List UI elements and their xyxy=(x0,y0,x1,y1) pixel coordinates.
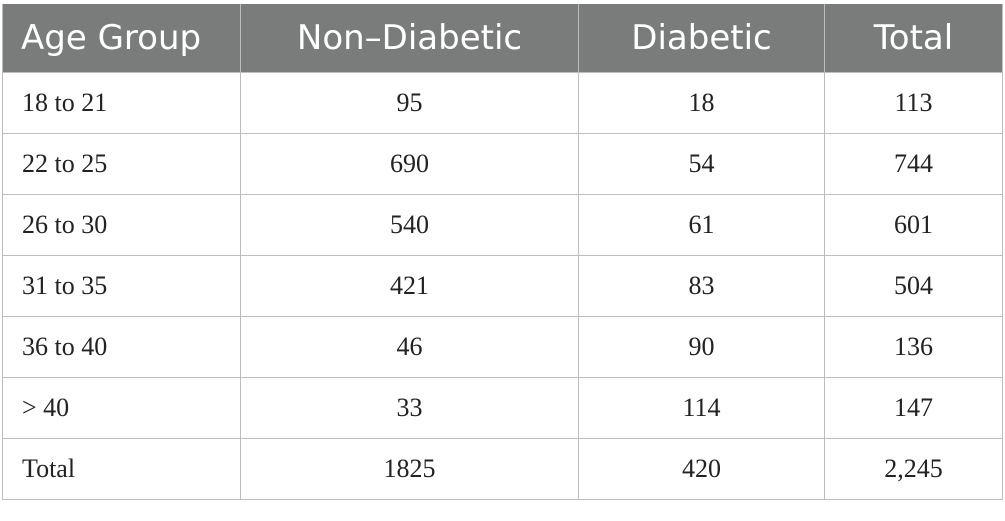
cell-total: 504 xyxy=(824,255,1003,317)
cell-age-group: 31 to 35 xyxy=(2,255,241,317)
table-row: 18 to 21 95 18 113 xyxy=(2,72,1003,134)
cell-diabetic: 18 xyxy=(578,72,825,134)
cell-diabetic: 61 xyxy=(578,194,825,256)
cell-age-group: > 40 xyxy=(2,377,241,439)
cell-age-group: 22 to 25 xyxy=(2,133,241,195)
cell-total: 2,245 xyxy=(824,438,1003,500)
table-row: 31 to 35 421 83 504 xyxy=(2,255,1003,317)
cell-diabetic: 54 xyxy=(578,133,825,195)
cell-non-diabetic: 1825 xyxy=(240,438,579,500)
cell-age-group: 18 to 21 xyxy=(2,72,241,134)
header-row: Age Group Non–Diabetic Diabetic Total xyxy=(2,4,1003,73)
cell-diabetic: 83 xyxy=(578,255,825,317)
cell-diabetic: 90 xyxy=(578,316,825,378)
cell-non-diabetic: 33 xyxy=(240,377,579,439)
header-total: Total xyxy=(824,4,1003,73)
header-diabetic: Diabetic xyxy=(578,4,825,73)
cell-total: 744 xyxy=(824,133,1003,195)
table-body: 18 to 21 95 18 113 22 to 25 690 54 744 2… xyxy=(2,72,1003,500)
cell-non-diabetic: 46 xyxy=(240,316,579,378)
table-row: 36 to 40 46 90 136 xyxy=(2,316,1003,378)
table-row: 26 to 30 540 61 601 xyxy=(2,194,1003,256)
age-group-diabetes-table: Age Group Non–Diabetic Diabetic Total 18… xyxy=(2,4,1003,500)
cell-non-diabetic: 690 xyxy=(240,133,579,195)
cell-non-diabetic: 95 xyxy=(240,72,579,134)
cell-age-group: Total xyxy=(2,438,241,500)
cell-non-diabetic: 421 xyxy=(240,255,579,317)
cell-total: 136 xyxy=(824,316,1003,378)
cell-age-group: 36 to 40 xyxy=(2,316,241,378)
cell-non-diabetic: 540 xyxy=(240,194,579,256)
table-header: Age Group Non–Diabetic Diabetic Total xyxy=(2,4,1003,73)
table-row-total: Total 1825 420 2,245 xyxy=(2,438,1003,500)
cell-diabetic: 420 xyxy=(578,438,825,500)
cell-total: 147 xyxy=(824,377,1003,439)
table-row: > 40 33 114 147 xyxy=(2,377,1003,439)
header-non-diabetic: Non–Diabetic xyxy=(240,4,579,73)
cell-total: 601 xyxy=(824,194,1003,256)
cell-diabetic: 114 xyxy=(578,377,825,439)
header-age-group: Age Group xyxy=(2,4,241,73)
cell-total: 113 xyxy=(824,72,1003,134)
table-row: 22 to 25 690 54 744 xyxy=(2,133,1003,195)
cell-age-group: 26 to 30 xyxy=(2,194,241,256)
